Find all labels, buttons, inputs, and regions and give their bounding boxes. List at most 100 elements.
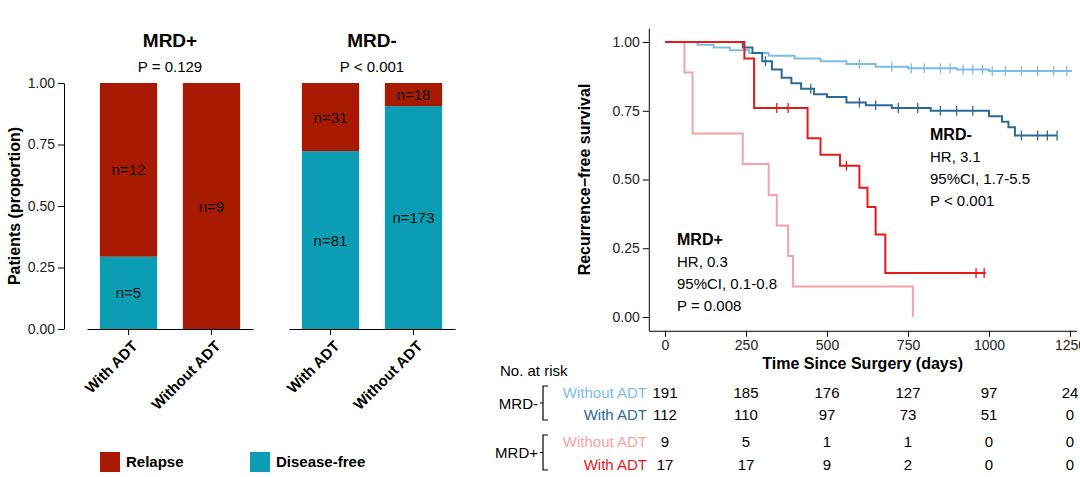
risk-count: 0 xyxy=(1066,433,1074,450)
tick: 500 xyxy=(816,331,840,353)
bar xyxy=(385,83,442,106)
censor-mark xyxy=(846,161,847,171)
annotation-line: 95%CI, 1.7-5.5 xyxy=(930,170,1030,187)
axis: 0.000.250.500.751.00 xyxy=(613,29,650,332)
tick-label: 0.25 xyxy=(613,240,640,256)
tick-label: 0.75 xyxy=(28,136,55,152)
tick-mark xyxy=(128,329,129,335)
risk-table: No. at riskWithout ADT1911851761279724Wi… xyxy=(495,362,1078,473)
annotation: MRD-HR, 3.195%CI, 1.7-5.5P < 0.001 xyxy=(930,126,1030,209)
tick-label: 750 xyxy=(897,337,921,353)
risk-count: 17 xyxy=(657,456,674,473)
bar xyxy=(302,83,359,151)
annotation-line: HR, 3.1 xyxy=(930,148,981,165)
tick-label: 0.00 xyxy=(613,309,640,325)
risk-count: 97 xyxy=(981,384,998,401)
censor-mark xyxy=(949,63,950,73)
data-label: n=18 xyxy=(397,86,431,103)
censor-mark xyxy=(859,59,860,69)
annotation-title: MRD+ xyxy=(677,231,723,248)
tick: 0.25 xyxy=(613,240,649,256)
data-label: n=81 xyxy=(314,232,348,249)
axis-line xyxy=(649,29,650,332)
risk-count: 112 xyxy=(653,406,677,423)
data-labels: n=5n=12n=9 xyxy=(112,161,225,301)
risk-count: 5 xyxy=(742,433,750,450)
tick: Without ADT xyxy=(350,329,426,413)
tick-label: 500 xyxy=(816,337,840,353)
plot-area xyxy=(100,83,240,329)
censor-mark xyxy=(984,268,985,278)
tick-mark xyxy=(211,329,212,335)
risk-row-label: Without ADT xyxy=(563,384,647,401)
annotation: MRD+HR, 0.395%CI, 0.1-0.8P = 0.008 xyxy=(677,231,777,314)
legend-label: Disease-free xyxy=(276,453,365,470)
risk-count: 17 xyxy=(738,456,755,473)
risk-count: 24 xyxy=(1062,384,1079,401)
tick: 0.75 xyxy=(28,136,64,152)
tick-label: Without ADT xyxy=(350,337,426,413)
survival-curve xyxy=(665,42,1072,71)
censor-mark xyxy=(972,65,973,75)
risk-count: 0 xyxy=(1066,406,1074,423)
censor-mark xyxy=(875,100,876,110)
data-label: n=173 xyxy=(392,209,434,226)
axis: 0.000.250.500.751.00 xyxy=(28,75,65,337)
annotation-line: P = 0.008 xyxy=(677,297,741,314)
censor-mark xyxy=(1021,131,1022,141)
bar xyxy=(183,83,240,329)
tick-label: 0.75 xyxy=(613,103,640,119)
tick-mark xyxy=(330,329,331,335)
censor-mark xyxy=(992,66,993,76)
censor-mark xyxy=(810,84,811,94)
risk-row-label: With ADT xyxy=(584,406,647,423)
tick-mark xyxy=(643,317,649,318)
risk-count: 191 xyxy=(652,384,677,401)
bar xyxy=(100,257,157,329)
censor-mark xyxy=(898,103,899,113)
tick: 0.75 xyxy=(613,103,649,119)
risk-group-label: MRD- xyxy=(499,395,538,412)
tick-label: 1000 xyxy=(974,337,1005,353)
censor-mark xyxy=(962,65,963,75)
tick-mark xyxy=(643,248,649,249)
axis-line xyxy=(88,329,254,330)
tick: 250 xyxy=(735,331,759,353)
bracket xyxy=(540,386,548,420)
bar xyxy=(302,151,359,329)
tick-label: With ADT xyxy=(81,337,140,396)
risk-count: 97 xyxy=(819,406,836,423)
legend: Relapse Disease-free xyxy=(100,452,365,472)
tick: 0.00 xyxy=(28,321,64,337)
tick: With ADT xyxy=(81,329,140,396)
risk-count: 51 xyxy=(981,406,998,423)
risk-count: 73 xyxy=(900,406,917,423)
legend-label: Relapse xyxy=(126,453,184,470)
tick-label: 0.25 xyxy=(28,259,55,275)
data-label: n=12 xyxy=(112,161,146,178)
censor-mark xyxy=(1021,66,1022,76)
censor-mark xyxy=(917,103,918,113)
axis-title: Recurrence−free survival xyxy=(576,84,593,276)
tick: 1.00 xyxy=(28,75,64,91)
tick-label: With ADT xyxy=(283,337,342,396)
censor-mark xyxy=(924,63,925,73)
legend-swatch xyxy=(250,452,270,472)
title: MRD+ xyxy=(143,30,197,51)
risk-count: 9 xyxy=(661,433,669,450)
risk-row-label: With ADT xyxy=(584,456,647,473)
tick-mark xyxy=(413,329,414,335)
censor-mark xyxy=(940,106,941,116)
tick-label: 0.00 xyxy=(28,321,55,337)
tick: 0.25 xyxy=(28,259,64,275)
tick-label: 1.00 xyxy=(613,34,640,50)
data-label: n=9 xyxy=(199,198,224,215)
censor-mark xyxy=(1053,66,1054,76)
tick-label: 0 xyxy=(662,337,670,353)
tick: With ADT xyxy=(283,329,342,396)
censor-mark xyxy=(1005,66,1006,76)
risk-count: 176 xyxy=(814,384,839,401)
risk-count: 9 xyxy=(823,456,831,473)
x-axis: With ADTWithout ADT xyxy=(283,329,455,413)
subtitle: P = 0.129 xyxy=(138,58,202,75)
